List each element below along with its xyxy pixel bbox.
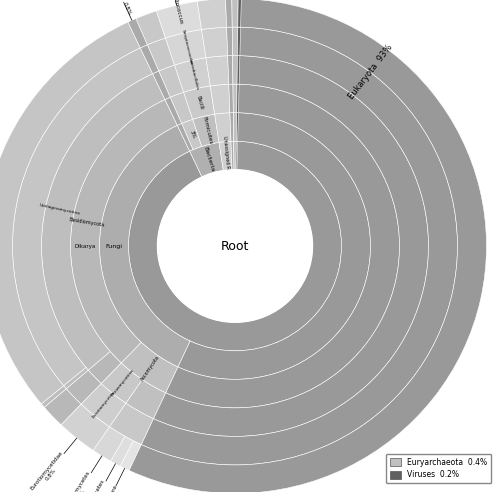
Text: Streptococcaceae: Streptococcaceae	[180, 29, 193, 65]
Wedge shape	[231, 141, 234, 170]
Wedge shape	[166, 84, 400, 408]
Wedge shape	[140, 45, 158, 74]
Text: Bacilli: Bacilli	[196, 95, 204, 110]
Wedge shape	[232, 27, 238, 56]
Wedge shape	[182, 120, 202, 150]
Wedge shape	[0, 22, 140, 404]
Wedge shape	[101, 363, 142, 403]
Wedge shape	[232, 56, 237, 84]
Wedge shape	[229, 84, 234, 113]
Wedge shape	[202, 27, 228, 58]
Wedge shape	[236, 113, 238, 141]
Wedge shape	[178, 113, 370, 379]
Wedge shape	[70, 99, 178, 363]
Wedge shape	[64, 368, 88, 389]
Text: Dikarya: Dikarya	[74, 244, 96, 249]
Wedge shape	[110, 403, 154, 445]
Wedge shape	[44, 389, 81, 425]
Wedge shape	[232, 0, 238, 27]
Wedge shape	[190, 142, 224, 177]
Wedge shape	[197, 0, 226, 30]
Text: Eurotiomycetes: Eurotiomycetes	[92, 391, 116, 420]
Text: Ustilaginomycotina: Ustilaginomycotina	[39, 203, 81, 215]
Wedge shape	[100, 125, 190, 367]
Wedge shape	[206, 56, 229, 86]
Wedge shape	[12, 48, 152, 386]
Text: 3%: 3%	[188, 130, 196, 140]
Text: Basidiomycota: Basidiomycota	[68, 217, 105, 228]
Wedge shape	[174, 58, 210, 92]
Wedge shape	[42, 386, 66, 407]
Wedge shape	[238, 0, 242, 27]
Wedge shape	[136, 11, 166, 45]
Wedge shape	[166, 30, 206, 65]
Wedge shape	[228, 56, 233, 84]
Wedge shape	[178, 123, 193, 151]
Text: Firmicutes: Firmicutes	[201, 116, 212, 145]
Text: Eurotiomycetidae
0.8%: Eurotiomycetidae 0.8%	[30, 450, 68, 492]
Text: Leotiomycetes
0.8%: Leotiomycetes 0.8%	[82, 479, 110, 492]
Text: Unassigned Root: Unassigned Root	[222, 135, 231, 177]
Text: Fungi: Fungi	[106, 244, 122, 249]
Wedge shape	[88, 352, 122, 384]
Wedge shape	[154, 56, 428, 436]
Text: Lactobacillales: Lactobacillales	[188, 59, 199, 91]
Wedge shape	[226, 27, 232, 56]
Wedge shape	[230, 113, 234, 141]
Wedge shape	[210, 84, 230, 114]
Text: Pezizomycotina: Pezizomycotina	[110, 369, 134, 397]
Wedge shape	[192, 114, 219, 147]
Wedge shape	[156, 1, 202, 38]
Wedge shape	[122, 342, 178, 393]
Text: Eukaryota  93%: Eukaryota 93%	[346, 43, 394, 101]
Wedge shape	[214, 113, 231, 142]
Wedge shape	[219, 141, 232, 171]
Wedge shape	[66, 370, 101, 404]
Legend: Euryarchaeota  0.4%, Viruses  0.2%: Euryarchaeota 0.4%, Viruses 0.2%	[386, 454, 491, 483]
Wedge shape	[128, 141, 342, 351]
Wedge shape	[93, 427, 125, 461]
Text: 0.8%: 0.8%	[122, 1, 132, 16]
Wedge shape	[236, 141, 238, 170]
Wedge shape	[165, 97, 182, 125]
Wedge shape	[110, 436, 134, 466]
Wedge shape	[238, 27, 240, 56]
Wedge shape	[184, 86, 214, 120]
Text: Streptococcus: Streptococcus	[170, 0, 183, 25]
Wedge shape	[42, 74, 165, 370]
Wedge shape	[81, 384, 126, 427]
Wedge shape	[234, 113, 236, 141]
Circle shape	[158, 170, 312, 322]
Wedge shape	[142, 27, 458, 465]
Wedge shape	[170, 92, 192, 123]
Wedge shape	[148, 38, 174, 71]
Text: Sordariomycetes
1%: Sordariomycetes 1%	[62, 470, 96, 492]
Wedge shape	[234, 141, 236, 170]
Wedge shape	[61, 404, 110, 450]
Text: Bacteria: Bacteria	[202, 146, 214, 173]
Wedge shape	[233, 84, 237, 113]
Wedge shape	[128, 19, 148, 48]
Text: Root: Root	[221, 240, 249, 252]
Wedge shape	[126, 380, 166, 419]
Wedge shape	[120, 441, 142, 470]
Wedge shape	[129, 0, 486, 492]
Text: Ascomycota: Ascomycota	[140, 354, 161, 382]
Text: 2 more: 2 more	[105, 485, 118, 492]
Wedge shape	[152, 71, 170, 99]
Wedge shape	[158, 65, 184, 97]
Wedge shape	[237, 56, 240, 84]
Wedge shape	[226, 0, 232, 27]
Wedge shape	[236, 84, 239, 113]
